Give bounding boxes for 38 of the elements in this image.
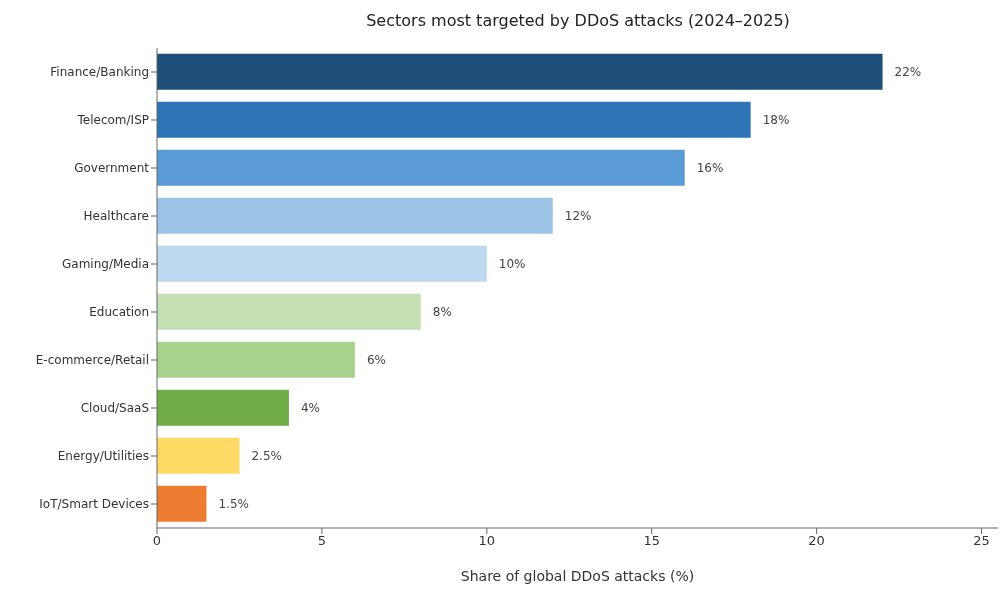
bar: [157, 245, 487, 282]
x-tick-label: 10: [478, 533, 496, 549]
data-label: 16%: [696, 161, 724, 176]
x-tick-label: 5: [317, 533, 327, 549]
data-label: 4%: [300, 401, 320, 416]
data-label: 12%: [564, 209, 592, 224]
y-tick-label: Cloud/SaaS: [80, 401, 149, 416]
y-tick-label: Education: [89, 305, 149, 320]
bar: [157, 485, 207, 522]
y-tick-label: Healthcare: [83, 209, 149, 224]
y-tick-label: IoT/Smart Devices: [39, 497, 149, 512]
data-label: 2.5%: [251, 449, 282, 464]
data-label: 18%: [762, 113, 790, 128]
data-label: 10%: [498, 257, 526, 272]
data-label: 8%: [432, 305, 452, 320]
bar: [157, 437, 240, 474]
data-label: 1.5%: [218, 497, 249, 512]
y-tick-label: Telecom/ISP: [76, 113, 149, 128]
y-tick-label: Gaming/Media: [62, 257, 149, 272]
x-axis-title: Share of global DDoS attacks (%): [460, 568, 695, 584]
x-tick-label: 25: [973, 533, 990, 549]
y-tick-label: E-commerce/Retail: [35, 353, 149, 368]
x-tick-label: 15: [643, 533, 660, 549]
data-label: 22%: [894, 65, 922, 80]
bar: [157, 197, 553, 234]
y-tick-label: Energy/Utilities: [57, 449, 149, 464]
chart-title: Sectors most targeted by DDoS attacks (2024–2025): [365, 10, 791, 32]
bar: [157, 53, 883, 90]
x-tick-label: 20: [808, 533, 825, 549]
y-tick-label: Government: [74, 161, 150, 176]
x-tick-label: 0: [152, 533, 162, 549]
bar: [157, 101, 751, 138]
bar: [157, 149, 685, 186]
data-label: 6%: [366, 353, 386, 368]
bar: [157, 293, 421, 330]
bar: [157, 389, 289, 426]
y-tick-label: Finance/Banking: [50, 65, 149, 80]
bar: [157, 341, 355, 378]
